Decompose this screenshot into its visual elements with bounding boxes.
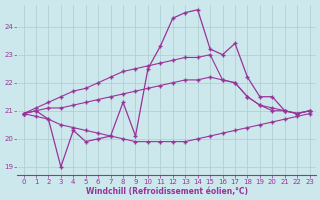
X-axis label: Windchill (Refroidissement éolien,°C): Windchill (Refroidissement éolien,°C) [85,187,248,196]
